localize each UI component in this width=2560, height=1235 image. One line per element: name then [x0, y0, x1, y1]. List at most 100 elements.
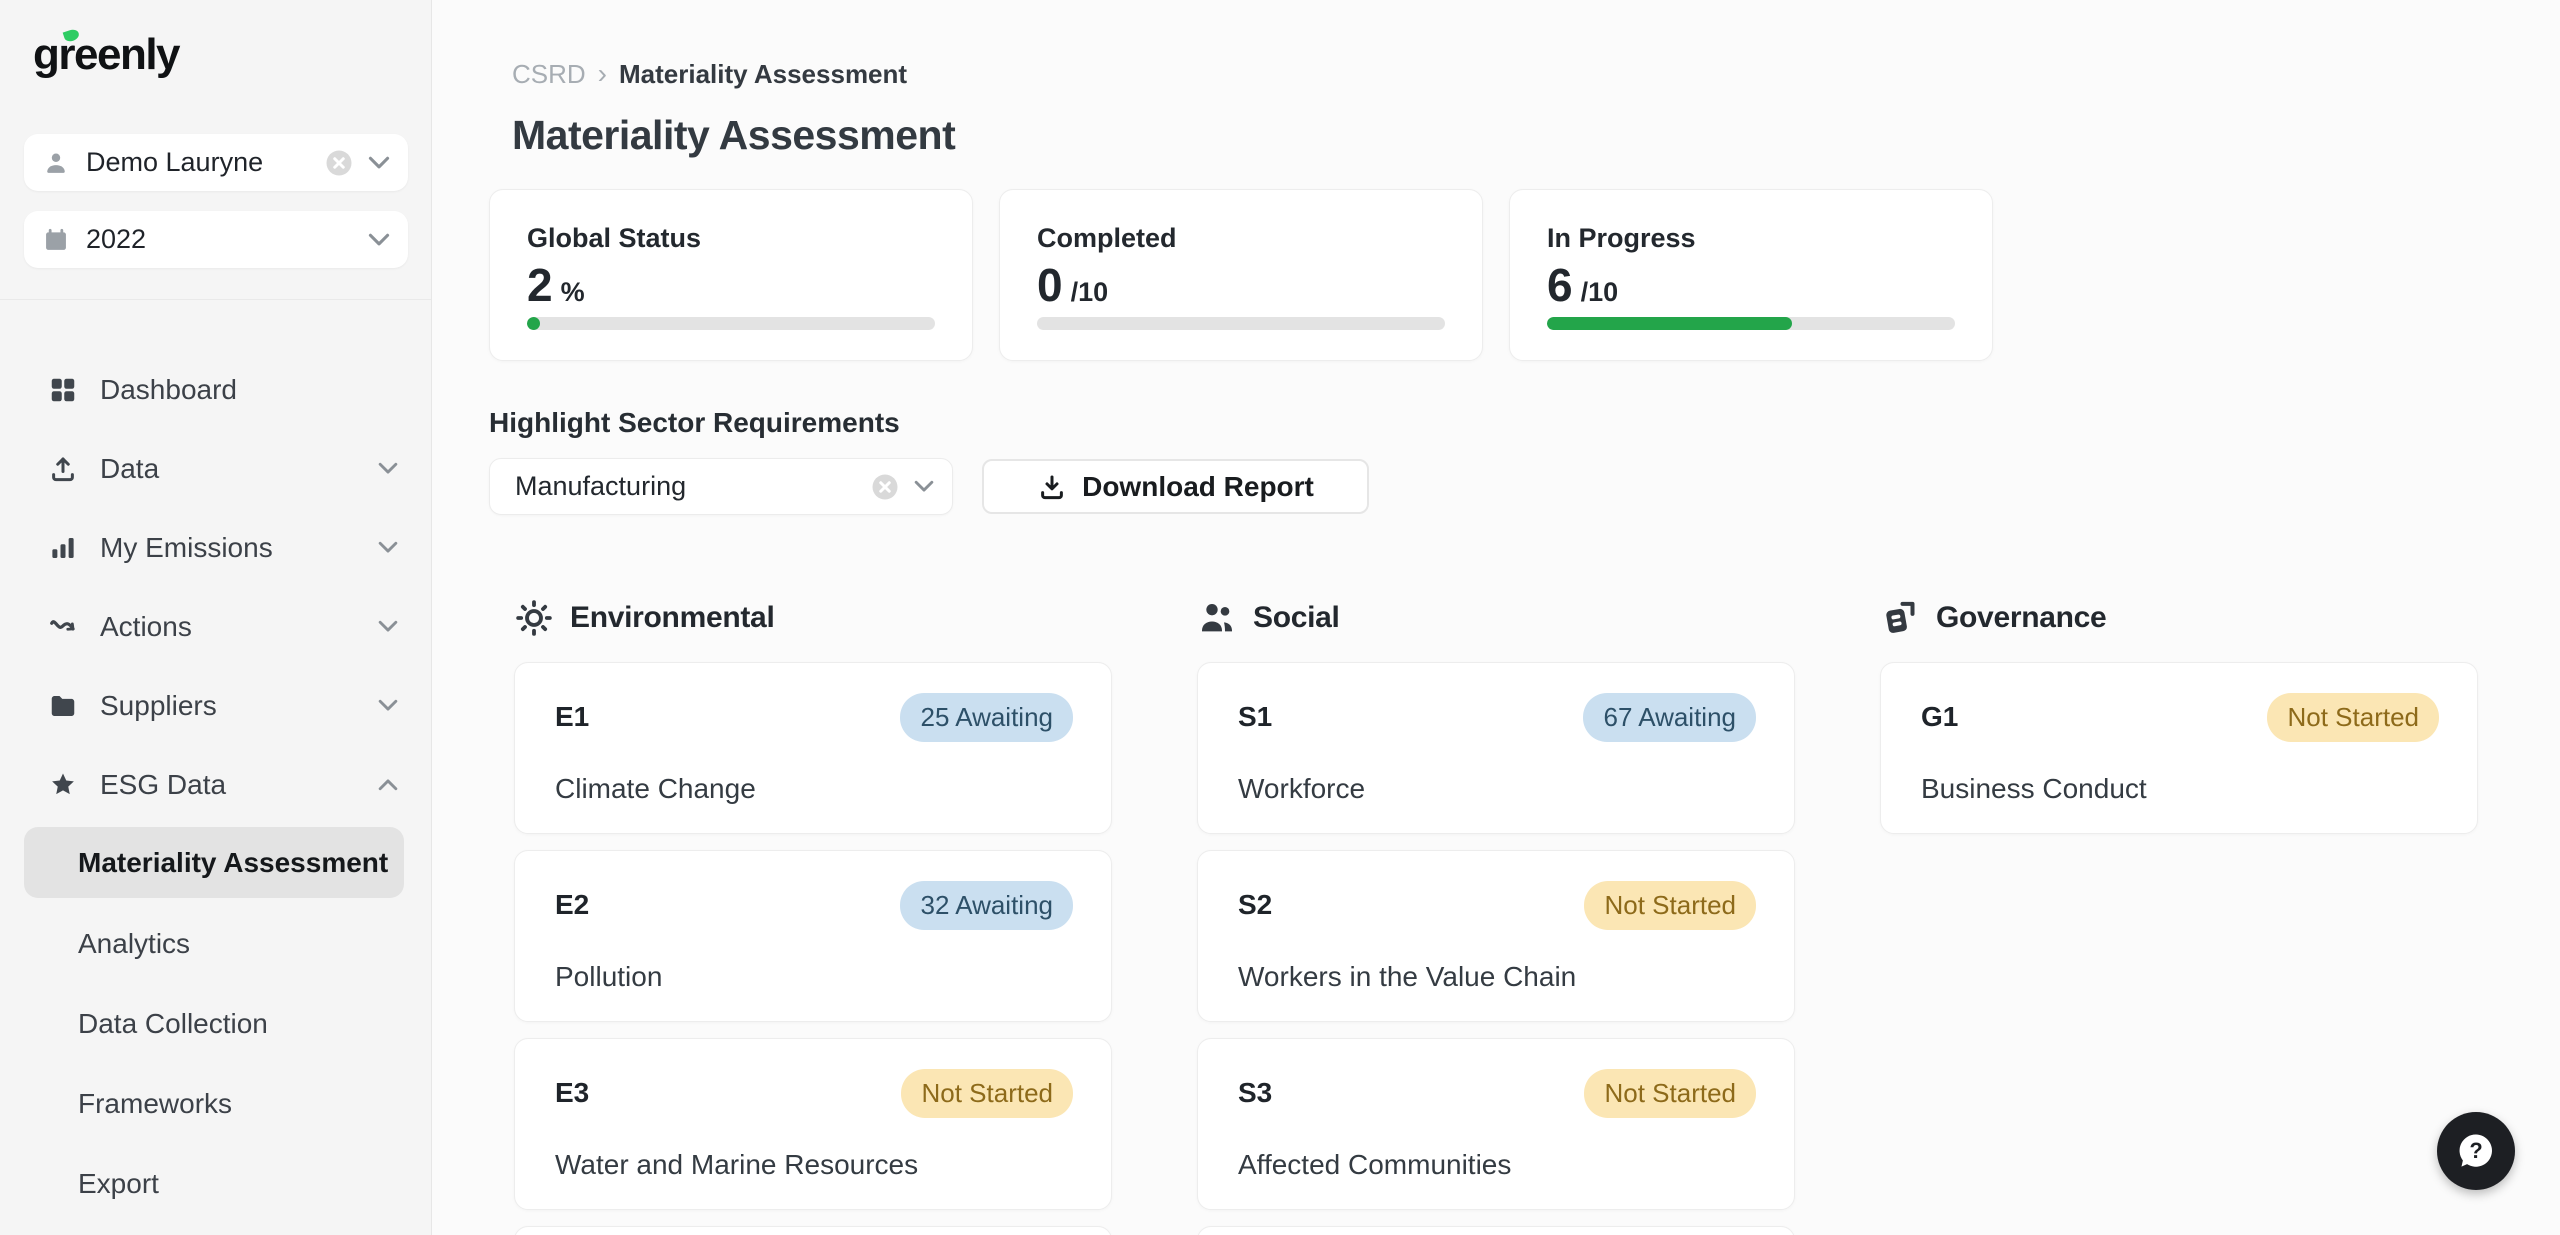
sun-icon	[516, 600, 552, 636]
chevron-down-icon[interactable]	[368, 233, 390, 247]
breadcrumb-current: Materiality Assessment	[619, 58, 908, 89]
ledger-icon	[1886, 601, 1915, 633]
esrs-code: S1	[1238, 701, 1273, 732]
sidebar-item-dashboard[interactable]: Dashboard	[0, 350, 432, 429]
governance-header: Governance	[1880, 595, 2478, 641]
governance-column: Governance G1 Not Started Business Condu…	[1880, 595, 2478, 1235]
sidebar-item-label: Actions	[100, 610, 192, 642]
column-title: Social	[1253, 601, 1340, 634]
sidebar-item-label: Data	[100, 452, 160, 484]
esrs-title: Affected Communities	[1238, 1149, 1512, 1180]
sidebar-subitem-materiality-assessment[interactable]: Materiality Assessment	[0, 826, 432, 899]
progress-bar	[1037, 317, 1445, 330]
sidebar-item-label: My Emissions	[100, 531, 273, 563]
sidebar-item-label: ESG Data	[100, 768, 227, 800]
stat-suffix: /10	[1070, 277, 1109, 307]
stat-label: Completed	[1037, 223, 1177, 253]
status-badge: 25 Awaiting	[900, 693, 1073, 742]
sidebar-subitem-analytics[interactable]: Analytics	[78, 928, 191, 959]
esrs-title: Climate Change	[555, 773, 756, 804]
esrs-title: Pollution	[555, 961, 663, 992]
clear-icon[interactable]	[324, 148, 354, 178]
chevron-down-icon	[378, 620, 398, 632]
app-logo-text: greenly	[33, 30, 181, 79]
sidebar-subitem-export[interactable]: Export	[78, 1168, 159, 1199]
page-title: Materiality Assessment	[512, 112, 956, 158]
column-title: Governance	[1936, 601, 2107, 634]
sector-select[interactable]: Manufacturing	[489, 458, 953, 515]
sidebar-nav: Dashboard Data My Emissions Actions Supp…	[0, 350, 432, 1224]
sidebar-item-suppliers[interactable]: Suppliers	[0, 666, 432, 745]
download-report-button[interactable]: Download Report	[982, 459, 1369, 514]
status-badge: Not Started	[1584, 1069, 1756, 1118]
esrs-card-e1[interactable]: E1 25 Awaiting Climate Change	[514, 662, 1112, 834]
chevron-down-icon	[378, 699, 398, 711]
sidebar: greenly Demo Lauryne 2022 Dashboard Data…	[0, 0, 432, 1235]
chevron-up-icon	[378, 779, 398, 791]
progress-bar	[1547, 317, 1955, 330]
sector-select-value: Manufacturing	[515, 471, 687, 501]
esrs-code: S3	[1238, 1077, 1273, 1108]
person-icon	[47, 153, 65, 173]
in-progress-card: In Progress 6 /10	[1509, 189, 1993, 361]
sidebar-item-data[interactable]: Data	[0, 429, 432, 508]
esrs-card-partial[interactable]	[514, 1226, 1112, 1235]
download-report-label: Download Report	[1082, 470, 1314, 502]
active-nav-pill: Materiality Assessment	[24, 827, 404, 898]
app-logo[interactable]: greenly	[33, 27, 181, 80]
main-content: CSRD › Materiality Assessment Materialit…	[432, 0, 2560, 1235]
chevron-down-icon	[378, 541, 398, 553]
bar-chart-icon	[52, 537, 74, 558]
stat-value: 6	[1547, 259, 1573, 311]
breadcrumb-separator-icon: ›	[597, 58, 607, 89]
help-button[interactable]: ?	[2437, 1112, 2515, 1190]
svg-text:?: ?	[2469, 1138, 2482, 1163]
grid-icon	[51, 378, 75, 401]
breadcrumb-parent[interactable]: CSRD	[512, 58, 586, 89]
sidebar-item-label: Dashboard	[100, 373, 237, 405]
esrs-card-e2[interactable]: E2 32 Awaiting Pollution	[514, 850, 1112, 1022]
sidebar-divider	[0, 299, 431, 300]
esrs-code: E2	[555, 889, 590, 920]
folder-icon	[51, 695, 75, 716]
sidebar-item-esg-data[interactable]: ESG Data	[0, 745, 432, 824]
stat-label: In Progress	[1547, 223, 1696, 253]
stat-value: 2	[527, 259, 553, 311]
workspace-select-value: Demo Lauryne	[86, 147, 264, 177]
esrs-card-s2[interactable]: S2 Not Started Workers in the Value Chai…	[1197, 850, 1795, 1022]
completed-card: Completed 0 /10	[999, 189, 1483, 361]
sector-requirements-label: Highlight Sector Requirements	[489, 407, 900, 438]
esrs-title: Business Conduct	[1921, 773, 2147, 804]
status-cards: Global Status 2 % Completed 0 /10 In Pro…	[489, 189, 2560, 361]
sidebar-item-my-emissions[interactable]: My Emissions	[0, 508, 432, 587]
status-badge: Not Started	[901, 1069, 1073, 1118]
column-title: Environmental	[570, 601, 775, 634]
esrs-title: Workers in the Value Chain	[1238, 961, 1577, 992]
progress-bar	[527, 317, 935, 330]
esrs-card-e3[interactable]: E3 Not Started Water and Marine Resource…	[514, 1038, 1112, 1210]
esrs-card-s1[interactable]: S1 67 Awaiting Workforce	[1197, 662, 1795, 834]
sidebar-subitem-frameworks[interactable]: Frameworks	[78, 1088, 233, 1119]
workspace-select[interactable]: Demo Lauryne	[24, 134, 408, 191]
chevron-down-icon	[378, 462, 398, 474]
clear-icon[interactable]	[870, 472, 900, 502]
sidebar-subitem-data-collection[interactable]: Data Collection	[78, 1008, 268, 1039]
breadcrumb: CSRD › Materiality Assessment	[512, 58, 2560, 90]
sidebar-item-actions[interactable]: Actions	[0, 587, 432, 666]
stat-suffix: %	[560, 277, 585, 307]
esrs-card-partial[interactable]	[1197, 1226, 1795, 1235]
people-icon	[1202, 604, 1232, 632]
year-select[interactable]: 2022	[24, 211, 408, 268]
esrs-title: Workforce	[1238, 773, 1366, 804]
status-badge: 67 Awaiting	[1583, 693, 1756, 742]
esrs-card-s3[interactable]: S3 Not Started Affected Communities	[1197, 1038, 1795, 1210]
esrs-title: Water and Marine Resources	[555, 1149, 919, 1180]
chevron-down-icon[interactable]	[368, 156, 390, 170]
upload-icon	[52, 457, 74, 481]
year-select-value: 2022	[86, 224, 147, 254]
esrs-card-g1[interactable]: G1 Not Started Business Conduct	[1880, 662, 2478, 834]
calendar-icon	[46, 228, 66, 250]
chevron-down-icon[interactable]	[914, 480, 934, 493]
stat-suffix: /10	[1580, 277, 1619, 307]
star-icon	[52, 773, 74, 794]
